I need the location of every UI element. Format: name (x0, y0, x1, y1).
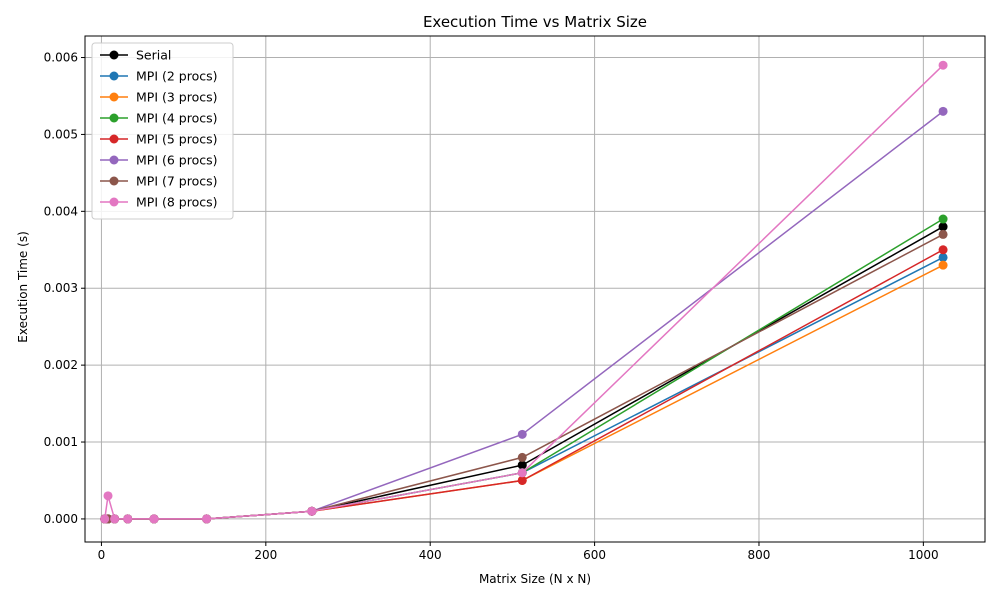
data-point-mpi-8-procs (123, 514, 133, 524)
y-tick-label: 0.006 (44, 51, 78, 65)
x-tick-label: 400 (419, 548, 442, 562)
x-tick-label: 200 (254, 548, 277, 562)
data-point-mpi-5-procs (517, 475, 527, 485)
x-tick-label: 600 (583, 548, 606, 562)
legend-item: MPI (2 procs) (100, 69, 218, 84)
data-point-mpi-2-procs (938, 252, 948, 262)
legend-item: MPI (7 procs) (100, 174, 218, 189)
legend: Serial MPI (2 procs) MPI (3 procs) MPI (4 p… (91, 42, 234, 220)
data-point-mpi-8-procs (517, 468, 527, 478)
legend-label: Serial (136, 48, 171, 63)
legend-label: MPI (8 procs) (136, 195, 218, 210)
x-axis-label: Matrix Size (N x N) (479, 572, 591, 586)
series-mpi-8-procs (100, 60, 948, 524)
legend-marker (109, 113, 119, 123)
y-tick-label: 0.005 (44, 127, 78, 141)
data-point-mpi-7-procs (517, 452, 527, 462)
legend-item: MPI (3 procs) (100, 90, 218, 105)
data-point-mpi-8-procs (307, 506, 317, 516)
data-point-mpi-8-procs (110, 514, 120, 524)
data-point-mpi-8-procs (103, 491, 113, 501)
data-point-serial (517, 460, 527, 470)
y-tick-label: 0.003 (44, 281, 78, 295)
legend-marker (109, 155, 119, 165)
legend-label: MPI (7 procs) (136, 174, 218, 189)
legend-item: MPI (4 procs) (100, 111, 218, 126)
legend-item: MPI (6 procs) (100, 153, 218, 168)
y-axis-label: Execution Time (s) (16, 231, 30, 343)
y-tick-label: 0.002 (44, 358, 78, 372)
legend-label: MPI (4 procs) (136, 111, 218, 126)
data-point-mpi-8-procs (938, 60, 948, 70)
x-tick-label: 800 (748, 548, 771, 562)
data-point-mpi-7-procs (938, 229, 948, 239)
legend-marker (109, 50, 119, 60)
legend-label: MPI (2 procs) (136, 69, 218, 84)
data-point-mpi-8-procs (202, 514, 212, 524)
plot-frame (84, 35, 986, 543)
legend-marker (109, 176, 119, 186)
data-point-mpi-3-procs (938, 260, 948, 270)
data-point-mpi-6-procs (517, 429, 527, 439)
legend-label: MPI (3 procs) (136, 90, 218, 105)
y-tick-label: 0.000 (44, 512, 78, 526)
axis-ticks: 0 200 400 600 800 1000 0.000 0.001 0.002 0.003 0.0… (44, 51, 939, 562)
legend-marker (109, 92, 119, 102)
legend-marker (109, 71, 119, 81)
legend-label: MPI (5 procs) (136, 132, 218, 147)
legend-box (91, 42, 234, 220)
data-point-serial (938, 222, 948, 232)
data-point-mpi-4-procs (938, 214, 948, 224)
data-point-mpi-8-procs (100, 514, 110, 524)
data-point-mpi-6-procs (938, 106, 948, 116)
data-point-mpi-5-procs (938, 245, 948, 255)
legend-item: Serial (100, 48, 171, 63)
series-group (100, 60, 948, 524)
x-tick-label: 1000 (908, 548, 939, 562)
legend-label: MPI (6 procs) (136, 153, 218, 168)
y-tick-label: 0.004 (44, 204, 78, 218)
x-tick-label: 0 (98, 548, 106, 562)
data-point-mpi-8-procs (149, 514, 159, 524)
legend-item: MPI (8 procs) (100, 195, 218, 210)
legend-item: MPI (5 procs) (100, 132, 218, 147)
chart-title: Execution Time vs Matrix Size (423, 13, 647, 31)
y-tick-label: 0.001 (44, 435, 78, 449)
legend-marker (109, 197, 119, 207)
legend-marker (109, 134, 119, 144)
